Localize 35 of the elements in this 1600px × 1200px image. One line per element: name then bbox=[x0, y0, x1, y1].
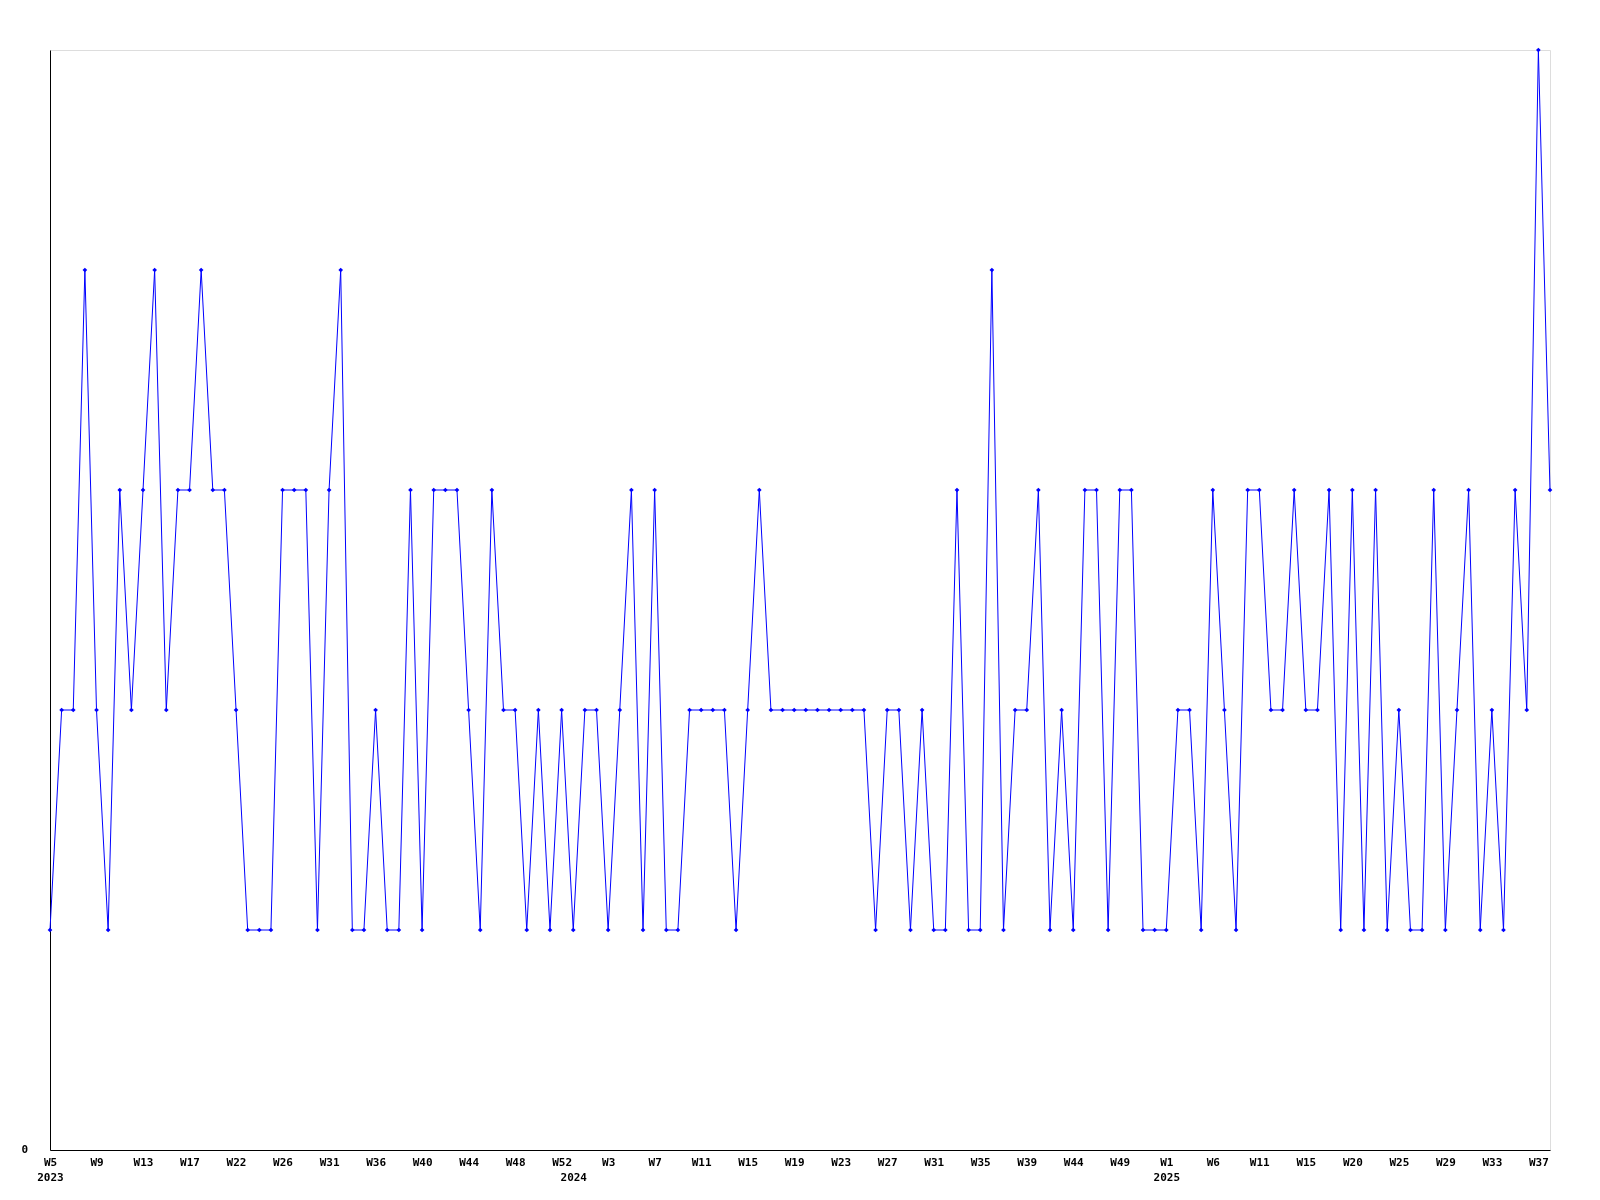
x-tick-label: W1 2025 bbox=[1153, 1155, 1181, 1184]
x-tick-label: W36 bbox=[366, 1155, 387, 1169]
x-tick-label: W26 bbox=[273, 1155, 294, 1169]
x-tick-label: W23 bbox=[831, 1155, 852, 1169]
x-tick-label: W25 bbox=[1389, 1155, 1410, 1169]
x-tick-label: W37 bbox=[1528, 1155, 1549, 1169]
x-tick-label: W20 bbox=[1342, 1155, 1363, 1169]
x-tick-label: W48 bbox=[505, 1155, 526, 1169]
x-tick-label: W17 bbox=[180, 1155, 200, 1169]
x-tick-label: W44 bbox=[459, 1155, 480, 1169]
x-tick-label: W49 bbox=[1110, 1155, 1131, 1169]
x-tick-label: W5 2023 bbox=[37, 1155, 64, 1184]
x-tick-label: W7 bbox=[648, 1155, 662, 1169]
x-tick-label: W19 bbox=[784, 1155, 805, 1169]
x-tick-label: W33 bbox=[1482, 1155, 1503, 1169]
x-tick-label: W13 bbox=[133, 1155, 154, 1169]
x-tick-label: W15 bbox=[738, 1155, 759, 1169]
x-tick-label: W29 bbox=[1435, 1155, 1456, 1169]
x-tick-label: W11 bbox=[691, 1155, 712, 1169]
x-tick-label: W22 bbox=[226, 1155, 247, 1169]
text: 0 bbox=[21, 1143, 28, 1156]
x-tick-label: 2024 bbox=[560, 1170, 588, 1184]
x-tick-label: W9 bbox=[90, 1155, 104, 1169]
x-tick-label: W3 bbox=[602, 1155, 616, 1169]
x-tick-label: W6 bbox=[1206, 1155, 1221, 1169]
x-tick-label: W15 bbox=[1296, 1155, 1317, 1169]
x-tick-label: W44 bbox=[1063, 1155, 1085, 1169]
x-tick-label: W31 bbox=[319, 1155, 340, 1169]
x-tick-label: W35 bbox=[970, 1155, 991, 1169]
x-tick-label: W39 bbox=[1017, 1155, 1038, 1169]
x-tick-label: W40 bbox=[412, 1155, 433, 1169]
x-tick-label: W31 bbox=[924, 1155, 945, 1169]
x-tick-label: W27 bbox=[877, 1155, 898, 1169]
x-tick-label: W11 bbox=[1249, 1155, 1271, 1169]
x-tick-label: W52 bbox=[552, 1155, 573, 1169]
